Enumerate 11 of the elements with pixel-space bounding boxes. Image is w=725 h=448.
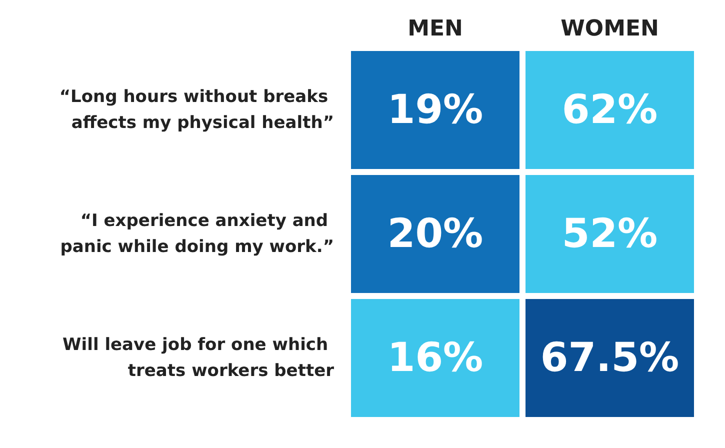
y-tick-label: Will leave job for one which treats workers better [62,335,335,381]
data-label: 67.5% [540,335,680,381]
data-label: 62% [562,87,658,133]
x-tick-label: WOMEN [560,16,659,42]
data-label: 16% [387,335,484,381]
y-tick-label: “I experience anxiety and panic while doing my work.” [60,211,334,257]
data-label: 19% [387,87,484,133]
data-label: 20% [387,211,484,257]
data-label: 52% [562,211,658,257]
y-tick-label: “Long hours without breaks affects my physical health” [59,87,334,133]
x-tick-label: MEN [408,16,463,42]
